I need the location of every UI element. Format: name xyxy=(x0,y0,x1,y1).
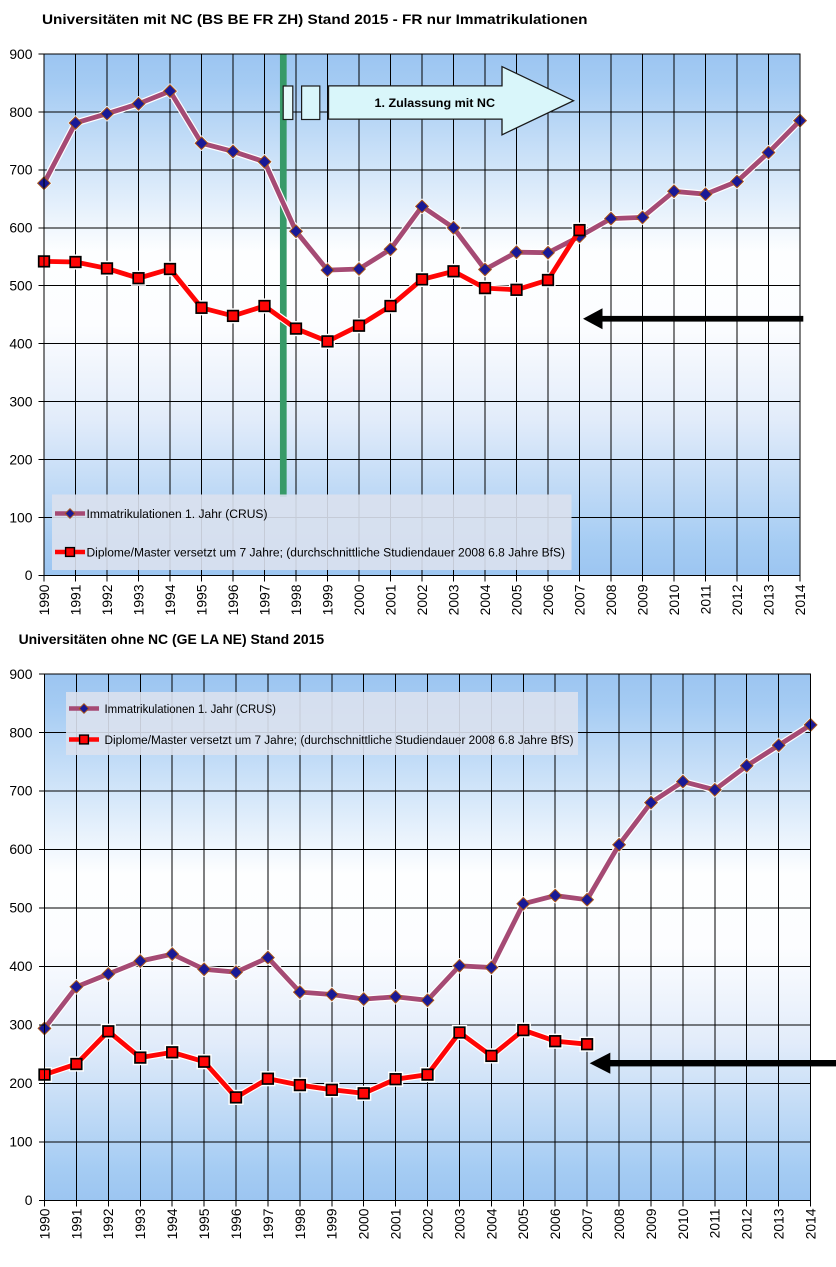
svg-text:1996: 1996 xyxy=(228,1208,244,1239)
svg-text:2005: 2005 xyxy=(515,1208,531,1239)
svg-text:500: 500 xyxy=(9,278,32,294)
svg-text:1994: 1994 xyxy=(164,1208,180,1239)
svg-text:1997: 1997 xyxy=(260,1208,276,1239)
svg-text:1998: 1998 xyxy=(292,1208,308,1239)
svg-text:800: 800 xyxy=(9,724,32,740)
svg-text:2011: 2011 xyxy=(697,584,713,614)
svg-text:2007: 2007 xyxy=(579,1208,595,1239)
svg-text:2007: 2007 xyxy=(571,584,587,615)
svg-text:300: 300 xyxy=(9,1017,32,1033)
svg-text:Universitäten ohne NC (GE LA N: Universitäten ohne NC (GE LA NE) Stand 2… xyxy=(19,632,325,647)
svg-text:2008: 2008 xyxy=(611,1208,627,1239)
svg-text:200: 200 xyxy=(9,1075,32,1091)
svg-text:800: 800 xyxy=(9,104,32,120)
svg-text:700: 700 xyxy=(9,783,32,799)
svg-text:2012: 2012 xyxy=(739,1208,755,1239)
svg-text:0: 0 xyxy=(25,567,33,583)
svg-text:Universitäten mit NC (BS BE FR: Universitäten mit NC (BS BE FR ZH) Stand… xyxy=(42,12,588,27)
svg-text:700: 700 xyxy=(9,162,32,178)
svg-text:2013: 2013 xyxy=(760,584,776,615)
svg-text:2014: 2014 xyxy=(803,1208,819,1239)
svg-text:100: 100 xyxy=(9,1134,32,1150)
svg-text:400: 400 xyxy=(9,958,32,974)
svg-text:900: 900 xyxy=(9,46,32,62)
svg-text:1994: 1994 xyxy=(162,584,178,615)
svg-text:1996: 1996 xyxy=(225,584,241,615)
svg-text:2010: 2010 xyxy=(666,584,682,615)
svg-text:2010: 2010 xyxy=(675,1208,691,1239)
svg-text:300: 300 xyxy=(9,393,32,409)
svg-text:600: 600 xyxy=(9,220,32,236)
svg-text:200: 200 xyxy=(9,451,32,467)
svg-text:1991: 1991 xyxy=(68,1208,84,1239)
svg-text:Immatrikulationen 1. Jahr (CRU: Immatrikulationen 1. Jahr (CRUS) xyxy=(105,702,277,716)
svg-text:1997: 1997 xyxy=(256,584,272,615)
svg-text:2004: 2004 xyxy=(483,1208,499,1239)
svg-text:Diplome/Master versetzt um 7 J: Diplome/Master versetzt um 7 Jahre; (dur… xyxy=(105,733,574,747)
svg-text:2009: 2009 xyxy=(643,1208,659,1239)
svg-text:2001: 2001 xyxy=(382,584,398,615)
svg-text:2012: 2012 xyxy=(729,584,745,615)
svg-text:Immatrikulationen 1. Jahr (CRU: Immatrikulationen 1. Jahr (CRUS) xyxy=(87,507,268,521)
svg-text:Diplome/Master versetzt um 7 J: Diplome/Master versetzt um 7 Jahre; (dur… xyxy=(87,546,566,560)
svg-text:500: 500 xyxy=(9,900,32,916)
svg-text:1993: 1993 xyxy=(130,584,146,615)
svg-text:2006: 2006 xyxy=(540,584,556,615)
svg-text:2005: 2005 xyxy=(508,584,524,615)
svg-text:1992: 1992 xyxy=(99,584,115,615)
svg-text:1990: 1990 xyxy=(36,1208,52,1239)
svg-text:2006: 2006 xyxy=(547,1208,563,1239)
svg-text:1998: 1998 xyxy=(288,584,304,615)
svg-text:2004: 2004 xyxy=(477,584,493,615)
svg-text:2002: 2002 xyxy=(414,584,430,615)
svg-text:2009: 2009 xyxy=(634,584,650,615)
svg-text:1999: 1999 xyxy=(319,584,335,615)
svg-text:2001: 2001 xyxy=(388,1208,404,1239)
svg-text:2008: 2008 xyxy=(603,584,619,615)
svg-text:2013: 2013 xyxy=(771,1208,787,1239)
svg-text:2000: 2000 xyxy=(351,584,367,615)
svg-text:2003: 2003 xyxy=(445,584,461,615)
svg-text:1992: 1992 xyxy=(100,1208,116,1239)
svg-text:1990: 1990 xyxy=(36,584,52,615)
svg-text:1991: 1991 xyxy=(67,584,83,615)
svg-text:2011: 2011 xyxy=(707,1208,723,1238)
svg-text:2002: 2002 xyxy=(419,1208,435,1239)
svg-text:0: 0 xyxy=(25,1192,33,1208)
svg-text:100: 100 xyxy=(9,509,32,525)
svg-text:900: 900 xyxy=(9,666,32,682)
svg-text:1993: 1993 xyxy=(132,1208,148,1239)
svg-text:600: 600 xyxy=(9,841,32,857)
svg-text:2014: 2014 xyxy=(792,584,808,615)
svg-text:1995: 1995 xyxy=(196,1208,212,1239)
svg-text:1. Zulassung mit NC: 1. Zulassung mit NC xyxy=(375,96,496,110)
svg-text:400: 400 xyxy=(9,336,32,352)
svg-text:1999: 1999 xyxy=(324,1208,340,1239)
svg-text:1995: 1995 xyxy=(193,584,209,615)
svg-text:2000: 2000 xyxy=(356,1208,372,1239)
svg-text:2003: 2003 xyxy=(451,1208,467,1239)
